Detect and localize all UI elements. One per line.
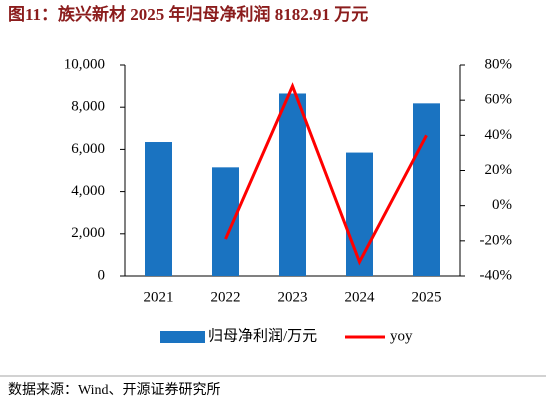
y2-tick-label: 40% bbox=[485, 127, 513, 143]
y-tick-label: 8,000 bbox=[71, 99, 105, 115]
bar bbox=[279, 93, 306, 276]
y-tick-label: 6,000 bbox=[71, 141, 105, 157]
y-tick-label: 0 bbox=[98, 267, 106, 283]
y2-tick-label: -20% bbox=[480, 232, 513, 248]
legend-label: yoy bbox=[390, 328, 413, 344]
y2-tick-label: 0% bbox=[492, 197, 512, 213]
bar bbox=[145, 142, 172, 276]
y-tick-label: 4,000 bbox=[71, 183, 105, 199]
y2-tick-label: 20% bbox=[485, 162, 513, 178]
source: 数据来源：Wind、开源证券研究所 bbox=[8, 382, 221, 398]
bar bbox=[212, 167, 239, 276]
y-tick-label: 2,000 bbox=[71, 225, 105, 241]
bar bbox=[413, 103, 440, 276]
x-tick-label: 2021 bbox=[144, 289, 174, 305]
x-tick-label: 2024 bbox=[345, 289, 376, 305]
legend-label: 归母净利润/万元 bbox=[208, 327, 317, 344]
y2-tick-label: 60% bbox=[485, 92, 513, 108]
x-tick-label: 2023 bbox=[278, 289, 308, 305]
y-tick-label: 10,000 bbox=[64, 56, 105, 72]
y2-tick-label: -40% bbox=[480, 267, 513, 283]
x-tick-label: 2025 bbox=[412, 289, 442, 305]
chart-title: 图11：族兴新材 2025 年归母净利润 8182.91 万元 bbox=[8, 4, 368, 24]
y2-tick-label: 80% bbox=[485, 56, 513, 72]
legend-swatch bbox=[160, 331, 205, 343]
line bbox=[224, 82, 428, 266]
bar bbox=[346, 152, 373, 276]
x-tick-label: 2022 bbox=[211, 289, 241, 305]
